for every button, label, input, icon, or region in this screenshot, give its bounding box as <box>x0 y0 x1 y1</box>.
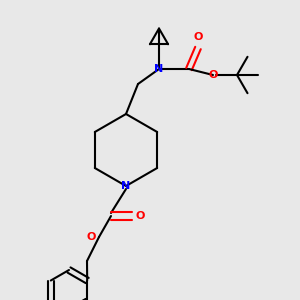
Text: O: O <box>193 32 203 42</box>
Text: N: N <box>154 64 164 74</box>
Text: O: O <box>208 70 218 80</box>
Text: N: N <box>122 181 130 191</box>
Text: O: O <box>87 232 96 242</box>
Text: O: O <box>135 211 144 221</box>
